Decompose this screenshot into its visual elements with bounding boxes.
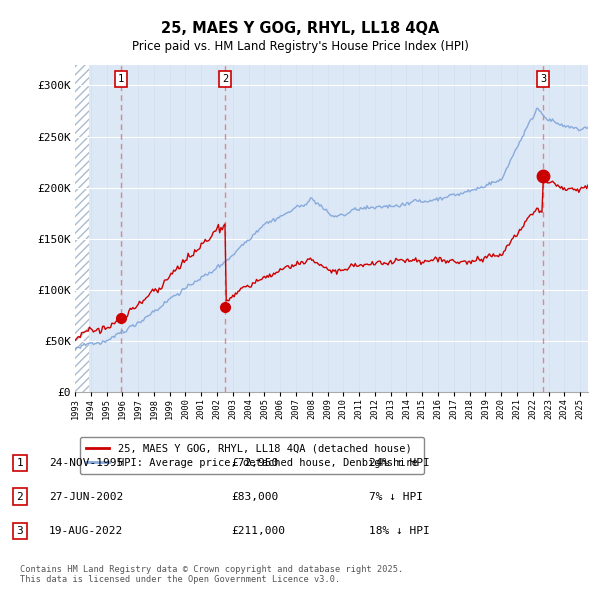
Text: £83,000: £83,000 — [231, 492, 278, 502]
Text: 3: 3 — [540, 74, 546, 84]
Text: 27-JUN-2002: 27-JUN-2002 — [49, 492, 124, 502]
Text: 18% ↓ HPI: 18% ↓ HPI — [369, 526, 430, 536]
Text: £72,950: £72,950 — [231, 458, 278, 468]
Text: 25, MAES Y GOG, RHYL, LL18 4QA: 25, MAES Y GOG, RHYL, LL18 4QA — [161, 21, 439, 35]
Text: Price paid vs. HM Land Registry's House Price Index (HPI): Price paid vs. HM Land Registry's House … — [131, 40, 469, 53]
Text: 1: 1 — [118, 74, 124, 84]
Text: £211,000: £211,000 — [231, 526, 285, 536]
Text: 7% ↓ HPI: 7% ↓ HPI — [369, 492, 423, 502]
Text: 1: 1 — [16, 458, 23, 468]
Text: 2: 2 — [222, 74, 228, 84]
Text: 24% ↑ HPI: 24% ↑ HPI — [369, 458, 430, 468]
Text: 3: 3 — [16, 526, 23, 536]
Text: Contains HM Land Registry data © Crown copyright and database right 2025.
This d: Contains HM Land Registry data © Crown c… — [20, 565, 403, 584]
Text: 19-AUG-2022: 19-AUG-2022 — [49, 526, 124, 536]
Text: 2: 2 — [16, 492, 23, 502]
Bar — [75, 65, 89, 392]
Text: 24-NOV-1995: 24-NOV-1995 — [49, 458, 124, 468]
Legend: 25, MAES Y GOG, RHYL, LL18 4QA (detached house), HPI: Average price, detached ho: 25, MAES Y GOG, RHYL, LL18 4QA (detached… — [80, 437, 424, 474]
